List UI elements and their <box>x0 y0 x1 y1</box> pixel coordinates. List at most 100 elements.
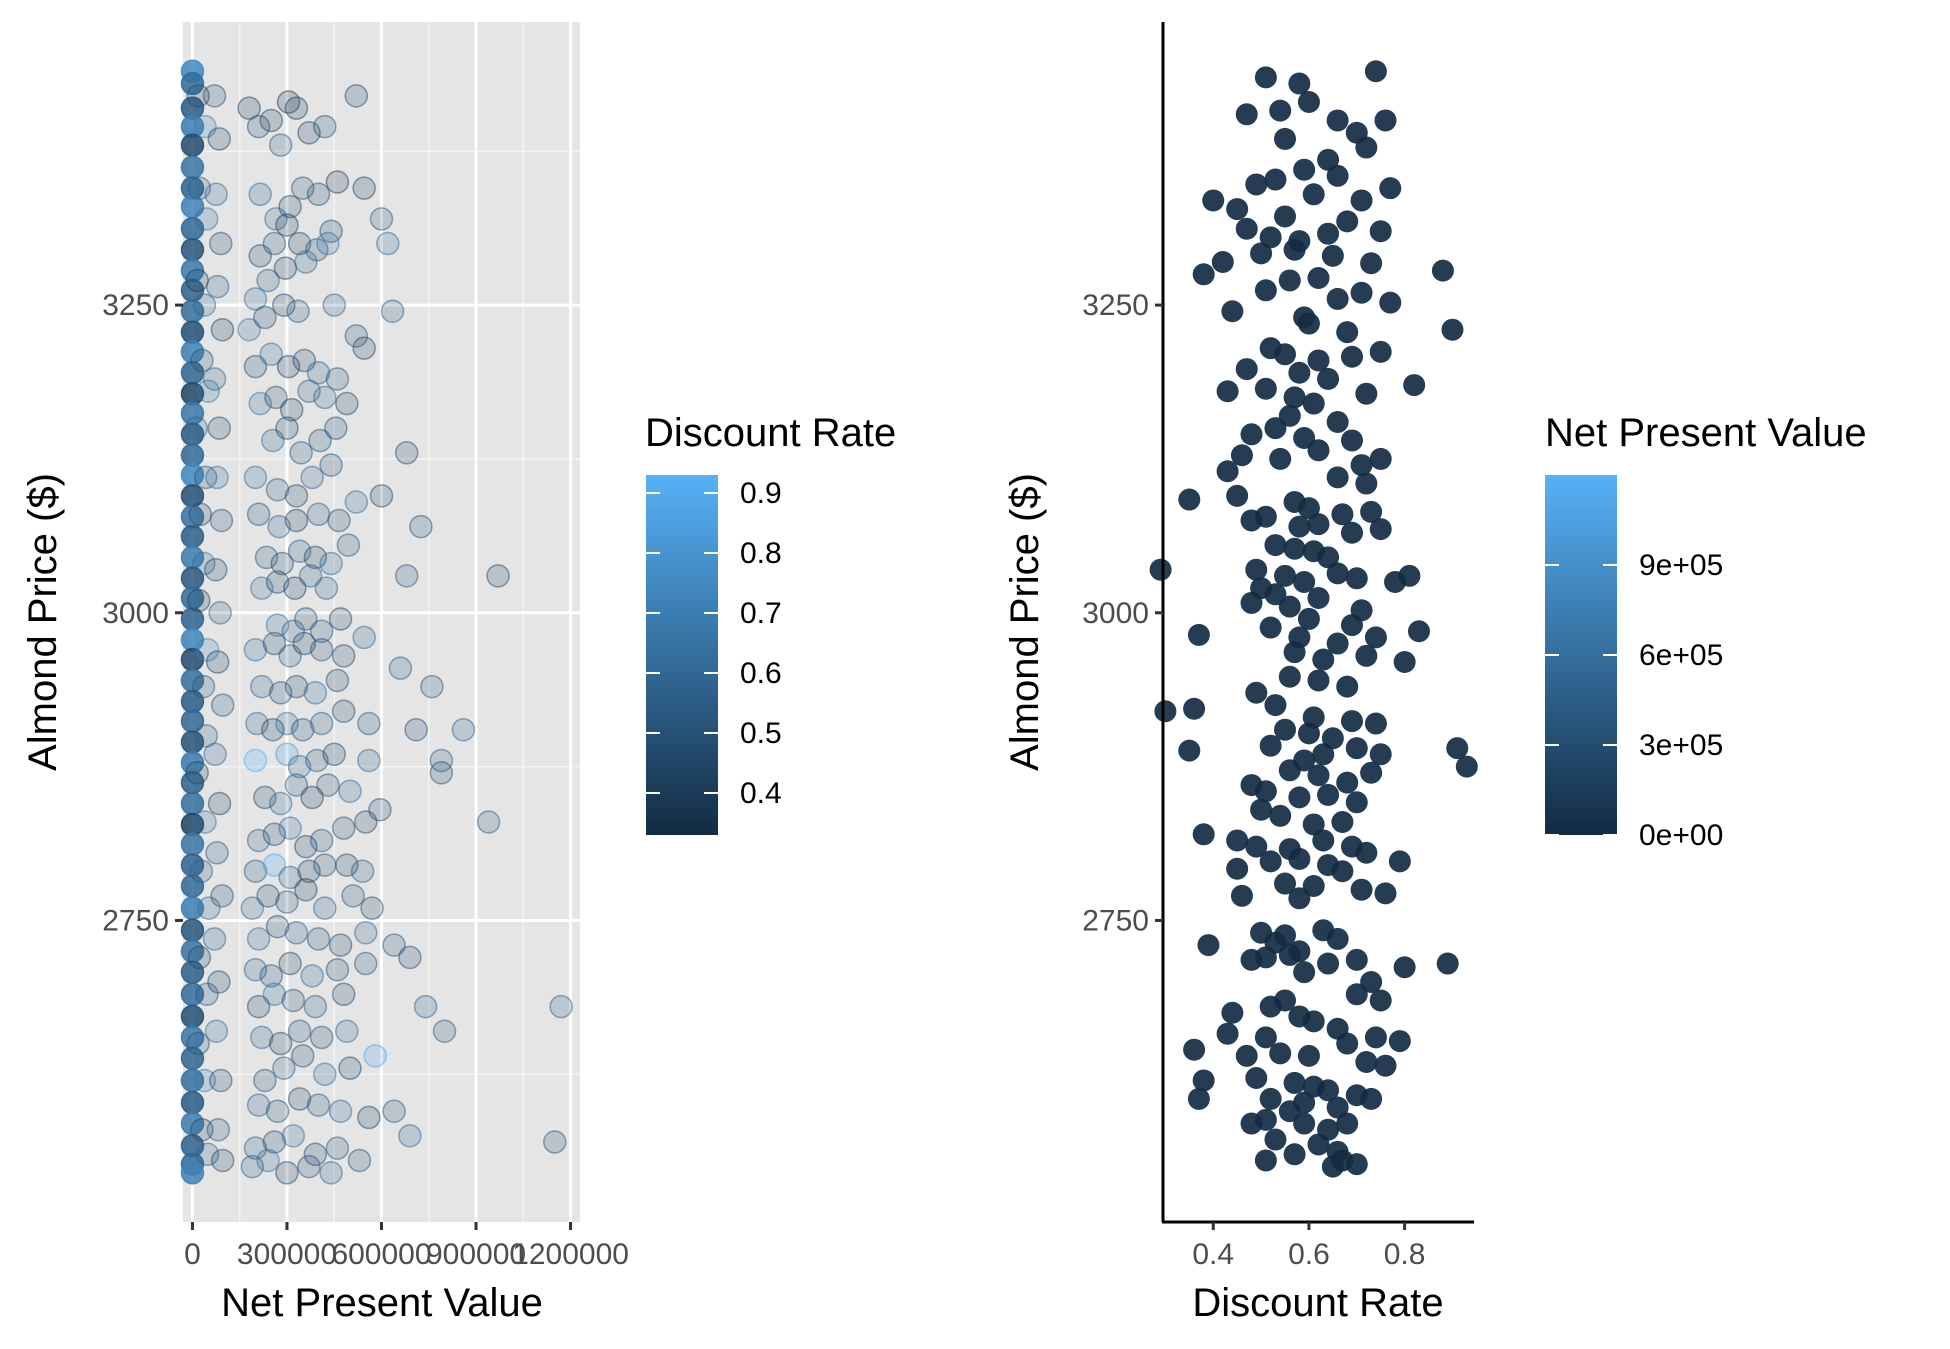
right-data-point <box>1202 189 1225 212</box>
right-data-point <box>1283 386 1306 409</box>
left-legend-ticks: 0.4 0.5 0.6 0.7 0.8 0.9 <box>646 477 782 810</box>
left-data-point <box>476 810 501 834</box>
left-legend-tick-label: 0.7 <box>740 597 782 630</box>
right-data-point <box>1312 648 1335 671</box>
left-data-point <box>398 945 422 970</box>
left-data-point <box>325 1136 350 1160</box>
right-data-point <box>1321 727 1344 750</box>
left-data-point <box>262 631 287 656</box>
right-data-point <box>1364 712 1387 735</box>
right-data-point <box>1369 518 1392 541</box>
left-data-point <box>294 607 318 631</box>
left-data-point <box>180 443 205 467</box>
left-data-point <box>347 1148 372 1173</box>
left-data-point <box>210 317 235 342</box>
left-data-point <box>180 918 205 943</box>
left-data-point <box>325 367 350 391</box>
right-data-point <box>1317 222 1340 245</box>
right-data-point <box>1283 641 1306 664</box>
left-data-point <box>185 761 209 785</box>
left-data-point <box>246 1093 271 1117</box>
right-data-point <box>1374 109 1397 132</box>
left-y-tick-label: 3250 <box>102 289 169 322</box>
left-data-point <box>549 994 573 1019</box>
left-data-point <box>193 810 217 834</box>
right-data-point <box>1278 943 1301 966</box>
right-data-point <box>1369 989 1392 1012</box>
left-data-point <box>250 1025 274 1050</box>
left-data-point <box>306 182 331 207</box>
left-data-point <box>207 791 232 816</box>
right-data-point <box>1149 558 1172 581</box>
left-x-tick-label: 0 <box>184 1238 201 1271</box>
left-data-point <box>352 625 376 650</box>
right-data-point <box>1187 1087 1210 1110</box>
left-data-point <box>350 859 375 883</box>
left-data-point <box>331 816 356 840</box>
left-y-tick-label: 2750 <box>102 904 169 937</box>
right-data-point <box>1264 583 1287 606</box>
right-data-point <box>1326 287 1349 310</box>
left-data-point <box>275 213 299 237</box>
left-data-point <box>278 865 302 890</box>
left-data-point <box>352 176 376 200</box>
right-data-point <box>1235 217 1258 240</box>
left-data-point <box>286 299 310 323</box>
right-data-point <box>1288 786 1311 809</box>
right-data-point <box>1240 591 1263 614</box>
left-data-point <box>357 1105 381 1130</box>
right-data-point <box>1274 872 1297 895</box>
right-data-point <box>1259 616 1282 639</box>
right-data-point <box>1283 1143 1306 1166</box>
right-y-tick-label: 2750 <box>1082 904 1149 937</box>
left-data-point <box>210 1148 235 1173</box>
right-data-point <box>1187 623 1210 646</box>
right-data-point <box>1297 91 1320 113</box>
left-data-point <box>279 397 304 422</box>
left-data-point <box>209 508 234 533</box>
left-data-point <box>341 884 365 908</box>
right-data-point <box>1288 515 1311 538</box>
left-data-point <box>338 779 362 803</box>
right-data-point <box>1230 444 1253 467</box>
left-data-point <box>180 133 205 157</box>
left-data-point <box>187 588 211 613</box>
left-data-point <box>394 564 419 588</box>
left-data-point <box>319 1161 343 1185</box>
left-data-point <box>180 71 205 96</box>
right-data-point <box>1288 361 1311 384</box>
right-data-point <box>1331 811 1354 833</box>
right-legend-tick-label: 0e+00 <box>1639 819 1723 852</box>
left-legend-tick-label: 0.5 <box>740 717 782 750</box>
right-data-point <box>1326 1096 1349 1119</box>
left-data-point <box>248 182 272 207</box>
left-data-point <box>186 84 210 108</box>
right-data-point <box>1307 1133 1330 1156</box>
right-data-point <box>1278 595 1301 618</box>
right-data-point <box>1355 472 1378 495</box>
right-data-point <box>1307 513 1330 536</box>
left-data-point <box>180 1004 205 1029</box>
right-data-point <box>1355 1051 1378 1073</box>
left-data-point <box>205 650 230 674</box>
left-data-point <box>275 742 299 767</box>
right-data-point <box>1446 737 1469 760</box>
left-data-point <box>180 1161 205 1185</box>
left-x-axis-title: Net Present Value <box>221 1281 543 1325</box>
left-data-point <box>253 305 277 330</box>
left-data-point <box>309 619 334 643</box>
left-data-point <box>322 293 346 317</box>
left-data-point <box>398 1124 422 1148</box>
right-data-point <box>1307 349 1330 372</box>
right-data-point <box>1331 503 1354 526</box>
left-data-point <box>203 742 227 767</box>
right-data-point <box>1312 829 1335 852</box>
right-data-point <box>1360 500 1383 523</box>
right-data-point <box>1259 1087 1282 1110</box>
right-legend-tick-label: 3e+05 <box>1639 729 1723 762</box>
left-data-point <box>190 348 214 373</box>
right-data-point <box>1240 423 1263 446</box>
right-data-point <box>1326 164 1349 187</box>
right-data-point <box>1297 497 1320 520</box>
right-data-point <box>1264 168 1287 191</box>
